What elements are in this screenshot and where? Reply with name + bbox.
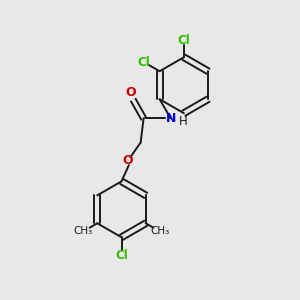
Text: CH₃: CH₃ — [74, 226, 93, 236]
Text: Cl: Cl — [115, 249, 128, 262]
Text: CH₃: CH₃ — [150, 226, 170, 236]
Text: Cl: Cl — [137, 56, 150, 69]
Text: O: O — [125, 86, 136, 99]
Text: O: O — [122, 154, 133, 167]
Text: Cl: Cl — [178, 34, 190, 47]
Text: H: H — [179, 116, 188, 128]
Text: N: N — [166, 112, 176, 125]
